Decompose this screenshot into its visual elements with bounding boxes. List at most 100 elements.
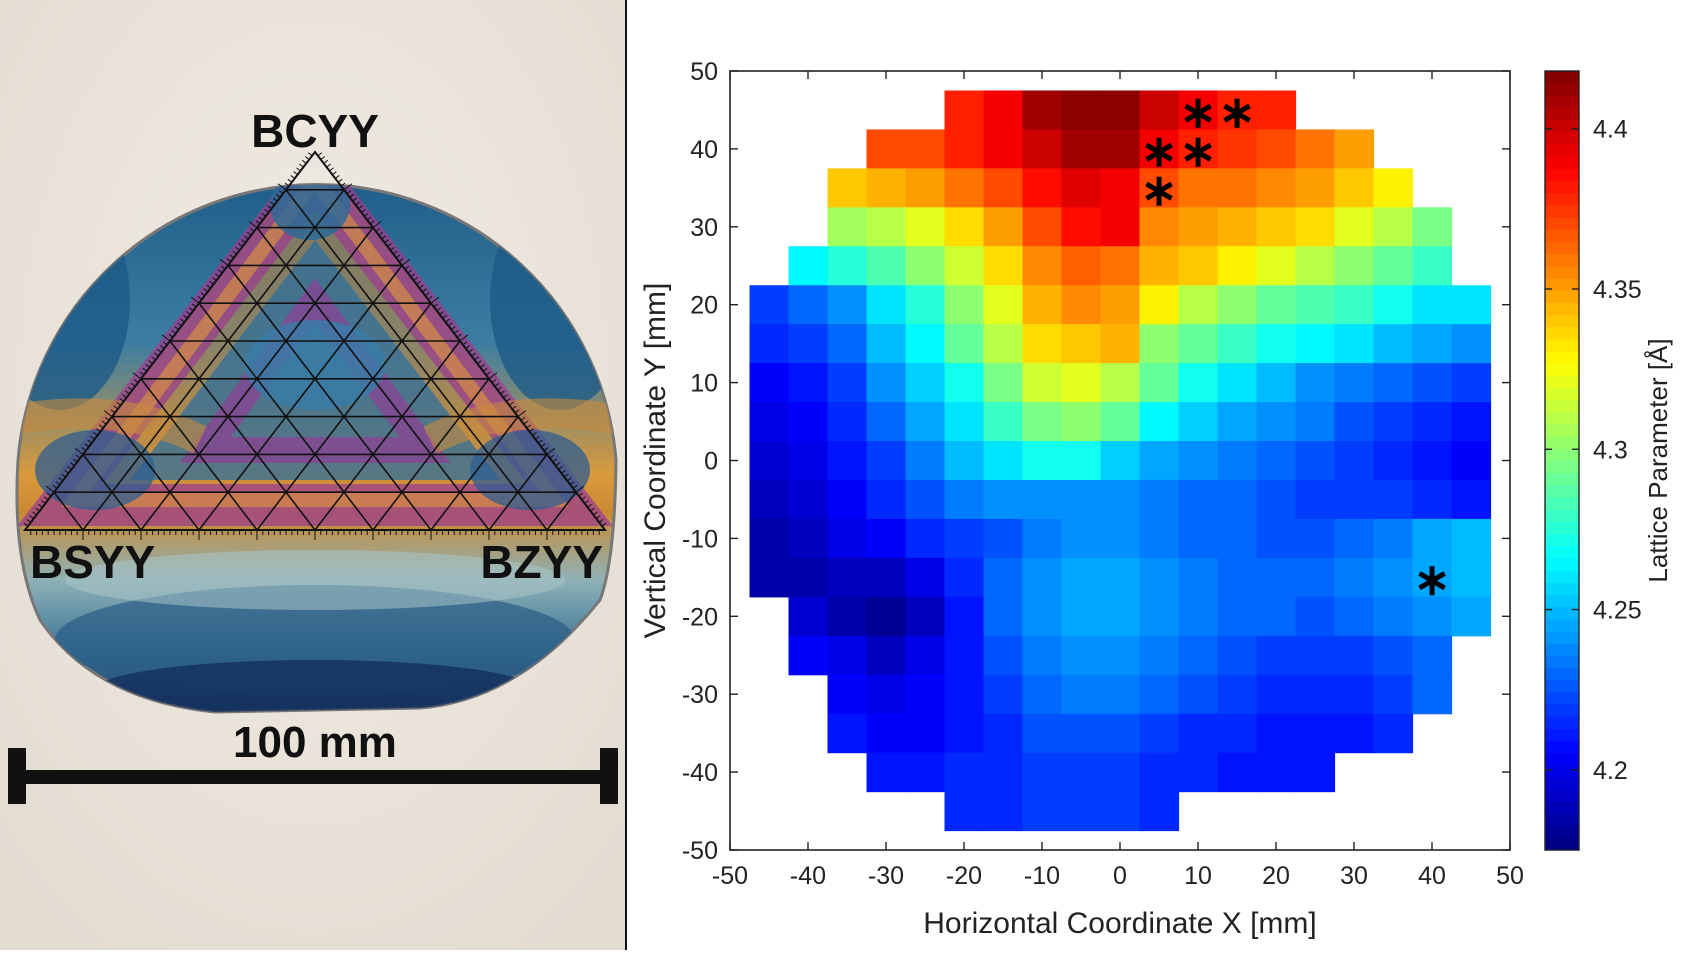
heatmap-cell bbox=[1022, 441, 1063, 481]
heatmap-cell bbox=[1334, 402, 1375, 442]
heatmap-cell bbox=[866, 207, 907, 247]
heatmap-cell bbox=[1100, 402, 1141, 442]
heatmap-cell bbox=[1061, 441, 1102, 481]
x-axis: -50 -40 -30 -20 -10 0 10 20 30 40 50 bbox=[712, 71, 1524, 890]
lattice-heatmap-chart: -50 -40 -30 -20 -10 0 10 20 30 40 50 50 40 30 20 10 0 -1… bbox=[639, 58, 1673, 940]
heatmap-cell bbox=[1217, 207, 1258, 247]
heatmap-cell bbox=[944, 324, 985, 364]
colorbar-swatch bbox=[1545, 375, 1579, 389]
colorbar-swatch bbox=[1545, 290, 1579, 303]
colorbar-swatch bbox=[1545, 107, 1579, 121]
heatmap-cell bbox=[1451, 441, 1492, 481]
heatmap-cell bbox=[1022, 129, 1063, 169]
heatmap-cell bbox=[1217, 402, 1258, 442]
heatmap-cell bbox=[1412, 635, 1453, 676]
heatmap-cell bbox=[1295, 207, 1336, 247]
y-tick-label: 30 bbox=[690, 214, 718, 242]
heatmap-cell bbox=[983, 713, 1024, 754]
colorbar-swatch bbox=[1545, 436, 1579, 449]
heatmap-cell bbox=[1256, 90, 1297, 131]
heatmap-cell bbox=[1334, 674, 1375, 715]
heatmap-cell bbox=[827, 713, 868, 754]
heatmap-cell bbox=[1139, 557, 1180, 598]
heatmap-cell bbox=[944, 129, 985, 169]
heatmap-cell bbox=[1139, 518, 1180, 559]
heatmap-cell bbox=[944, 363, 985, 403]
heatmap-cell bbox=[1217, 129, 1258, 169]
heatmap-cell bbox=[1178, 596, 1219, 637]
heatmap-cell bbox=[1451, 518, 1492, 559]
heatmap-cell bbox=[1412, 207, 1453, 247]
heatmap-cell bbox=[983, 90, 1024, 131]
heatmap-cell bbox=[944, 90, 985, 131]
heatmap-cell bbox=[1373, 168, 1414, 208]
colorbar-swatch bbox=[1545, 265, 1579, 279]
heatmap-cell bbox=[1178, 557, 1219, 598]
colorbar-swatch bbox=[1545, 472, 1579, 486]
colorbar-tick-label: 4.3 bbox=[1593, 436, 1628, 464]
heatmap-cell bbox=[1217, 713, 1258, 754]
heatmap-cell bbox=[1217, 90, 1258, 131]
x-tick-label: 50 bbox=[1496, 862, 1524, 890]
heatmap-cell bbox=[944, 791, 985, 832]
heatmap-cell bbox=[944, 207, 985, 247]
heatmap-cell bbox=[1139, 402, 1180, 442]
heatmap-cell bbox=[1061, 752, 1102, 793]
x-tick-label: 10 bbox=[1184, 862, 1212, 890]
heatmap-cell bbox=[827, 479, 868, 520]
heatmap-cell bbox=[1139, 246, 1180, 286]
heatmap-cell bbox=[1373, 479, 1414, 520]
heatmap-cell bbox=[866, 713, 907, 754]
heatmap-cell bbox=[905, 479, 946, 520]
heatmap-cell bbox=[1373, 441, 1414, 481]
y-tick-label: -30 bbox=[682, 681, 718, 709]
heatmap-cell bbox=[1412, 557, 1453, 598]
heatmap-cell bbox=[1412, 324, 1453, 364]
heatmap-cell bbox=[1022, 713, 1063, 754]
colorbar-swatch bbox=[1545, 277, 1579, 291]
heatmap-cell bbox=[1100, 129, 1141, 169]
heatmap-cell bbox=[944, 713, 985, 754]
heatmap-cell bbox=[983, 791, 1024, 832]
heatmap-cell bbox=[1022, 363, 1063, 403]
heatmap-cell bbox=[1022, 246, 1063, 286]
heatmap-cell bbox=[1061, 363, 1102, 403]
colorbar-swatch bbox=[1545, 314, 1579, 328]
heatmap-cell bbox=[1022, 674, 1063, 715]
heatmap-cell bbox=[1217, 324, 1258, 364]
heatmap-cell bbox=[749, 324, 790, 364]
colorbar-swatch bbox=[1545, 837, 1579, 851]
heatmap-cell bbox=[1061, 129, 1102, 169]
heatmap-cell bbox=[1100, 363, 1141, 403]
heatmap-cell bbox=[866, 635, 907, 676]
heatmap-cell bbox=[1178, 324, 1219, 364]
colorbar-swatch bbox=[1545, 618, 1579, 632]
heatmap-cell bbox=[905, 324, 946, 364]
heatmap-cell bbox=[1139, 752, 1180, 793]
x-tick-label: 20 bbox=[1262, 862, 1290, 890]
data-marker: ∗ bbox=[1180, 127, 1217, 176]
heatmap-cell bbox=[1178, 518, 1219, 559]
heatmap-cell bbox=[983, 207, 1024, 247]
heatmap-cell bbox=[1061, 324, 1102, 364]
heatmap-cell bbox=[788, 479, 829, 520]
heatmap-cell bbox=[1100, 168, 1141, 208]
x-tick-label: -20 bbox=[946, 862, 982, 890]
heatmap-cell bbox=[1373, 713, 1414, 754]
heatmap-cell bbox=[788, 324, 829, 364]
wafer-photo-panel: BCYY BSYY BZYY 100 mm bbox=[0, 0, 625, 950]
x-tick-label: 0 bbox=[1113, 862, 1127, 890]
colorbar-swatch bbox=[1545, 691, 1579, 705]
heatmap-cell bbox=[944, 752, 985, 793]
heatmap-cell bbox=[827, 402, 868, 442]
colorbar-swatch bbox=[1545, 643, 1579, 656]
heatmap-cell bbox=[1334, 246, 1375, 286]
heatmap-cell bbox=[983, 518, 1024, 559]
heatmap-cell bbox=[749, 402, 790, 442]
heatmap-cell bbox=[944, 285, 985, 325]
heatmap-cell bbox=[1256, 674, 1297, 715]
heatmap-cell bbox=[1295, 635, 1336, 676]
y-tick-label: -40 bbox=[682, 759, 718, 787]
heatmap-cell bbox=[1178, 441, 1219, 481]
label-bsyy: BSYY bbox=[30, 536, 155, 588]
